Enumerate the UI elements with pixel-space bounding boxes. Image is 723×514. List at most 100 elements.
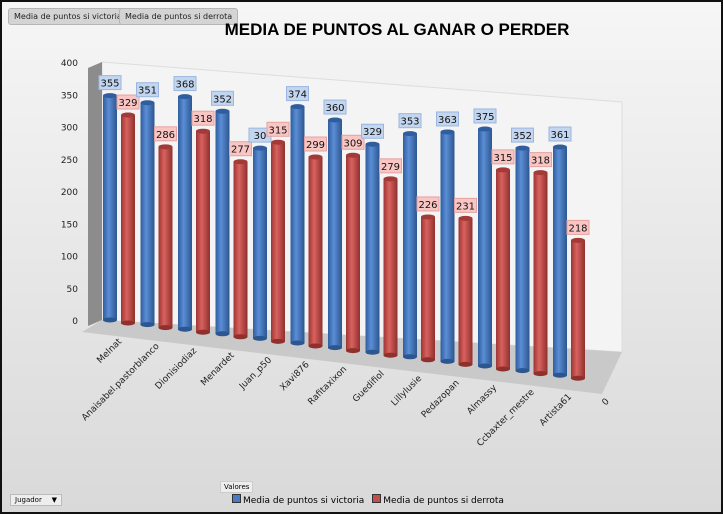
filter-button-derrota[interactable]: Media de puntos si derrota xyxy=(119,8,239,25)
data-label-box xyxy=(548,126,572,142)
legend-item-victoria: Media de puntos si victoria xyxy=(232,494,364,506)
bar-base xyxy=(403,354,417,360)
x-tick-label: Rafitaxixon xyxy=(306,365,349,408)
data-label-box xyxy=(511,127,534,143)
x-tick-label: Xavi876 xyxy=(279,360,312,393)
bar-base xyxy=(140,322,155,328)
bar-cap xyxy=(440,129,455,135)
data-label-box xyxy=(286,86,309,102)
y-tick-label: 0 xyxy=(72,317,78,327)
y-tick-label: 400 xyxy=(61,59,78,69)
bar xyxy=(140,102,155,325)
bar-cap xyxy=(571,237,585,243)
data-label-box xyxy=(379,158,402,174)
data-label-box xyxy=(436,111,459,127)
bar xyxy=(103,95,117,321)
bar-base xyxy=(421,357,435,363)
data-label: 355 xyxy=(100,79,119,90)
data-label: 360 xyxy=(325,103,344,114)
data-label: 231 xyxy=(456,201,475,212)
data-label: 329 xyxy=(118,98,137,109)
bar-cap xyxy=(403,131,417,137)
bar-base xyxy=(253,335,267,341)
bar xyxy=(533,172,548,374)
data-label-box xyxy=(566,219,590,235)
bar-base xyxy=(553,372,567,378)
side-wall xyxy=(88,62,102,326)
x-tick-label: Menardet xyxy=(199,351,237,389)
bar-base xyxy=(271,338,285,344)
data-label: 352 xyxy=(213,94,232,105)
x-tick-label: Lillylusie xyxy=(390,374,425,409)
bar-cap xyxy=(233,159,248,165)
bar-base xyxy=(158,325,173,331)
bar-cap xyxy=(421,214,435,220)
data-label: 329 xyxy=(363,127,382,138)
bar-base xyxy=(121,320,135,326)
bar-cap xyxy=(103,93,117,99)
data-label: 318 xyxy=(531,156,550,167)
data-label: 351 xyxy=(138,86,157,97)
chevron-down-icon: ▼ xyxy=(51,496,57,504)
jugador-field-dropdown[interactable]: Jugador ▼ xyxy=(10,494,62,506)
bar-cap xyxy=(271,139,285,145)
data-label: 368 xyxy=(175,80,194,91)
bar-base xyxy=(458,361,473,367)
bar-base xyxy=(196,329,210,335)
bar xyxy=(515,148,530,371)
data-label: 315 xyxy=(268,125,287,136)
data-label-box xyxy=(191,110,215,126)
data-label: 218 xyxy=(568,223,587,234)
data-label-box xyxy=(341,134,365,150)
bar xyxy=(290,106,305,343)
data-label-box xyxy=(304,136,327,152)
bar-cap xyxy=(365,141,380,147)
y-tick-label: 200 xyxy=(61,188,78,198)
data-label-box xyxy=(116,94,140,110)
data-label: 375 xyxy=(475,112,494,123)
data-label-box xyxy=(154,126,177,142)
data-label-box xyxy=(529,152,552,168)
y-tick-label: 300 xyxy=(61,124,78,134)
legend-item-derrota: Media de puntos si derrota xyxy=(372,494,504,506)
bar xyxy=(253,148,267,339)
data-label: 277 xyxy=(231,145,250,156)
bar-base xyxy=(308,343,323,349)
data-label: 318 xyxy=(193,114,212,125)
bar xyxy=(346,155,360,351)
data-label-box xyxy=(323,99,347,115)
data-label-box xyxy=(98,75,122,91)
bar-cap xyxy=(478,126,492,132)
data-label: 286 xyxy=(156,130,175,141)
data-label: 299 xyxy=(306,140,325,151)
data-label-box xyxy=(454,197,477,213)
bar xyxy=(553,147,567,376)
x-tick-label: Melnat xyxy=(95,337,124,366)
legend-swatch xyxy=(372,494,382,503)
bar-cap xyxy=(290,104,305,110)
bar-base xyxy=(496,366,510,372)
jugador-label: Jugador xyxy=(15,496,42,504)
bar-cap xyxy=(383,176,398,182)
bar xyxy=(571,240,585,379)
y-tick-label: 50 xyxy=(67,285,79,295)
valores-field-button[interactable]: Valores xyxy=(220,481,254,493)
bar-cap xyxy=(458,215,473,221)
data-label-box xyxy=(173,76,197,92)
bar-base xyxy=(478,363,492,369)
bar-cap xyxy=(121,112,135,118)
x-tick-label: Anaisabel.pastorblanco xyxy=(80,341,162,423)
bar xyxy=(496,169,510,369)
bar-cap xyxy=(215,108,230,114)
data-label-box xyxy=(473,108,497,124)
bar xyxy=(365,144,380,353)
bar-base xyxy=(571,375,585,381)
data-label-box xyxy=(398,113,422,129)
x-tick-label: Artista61 xyxy=(538,392,574,428)
y-tick-label: 150 xyxy=(61,220,78,230)
data-label-box xyxy=(361,123,384,139)
bar-cap xyxy=(308,154,323,160)
bar-base xyxy=(178,326,192,332)
legend: Media de puntos si victoria Media de pun… xyxy=(232,494,504,506)
